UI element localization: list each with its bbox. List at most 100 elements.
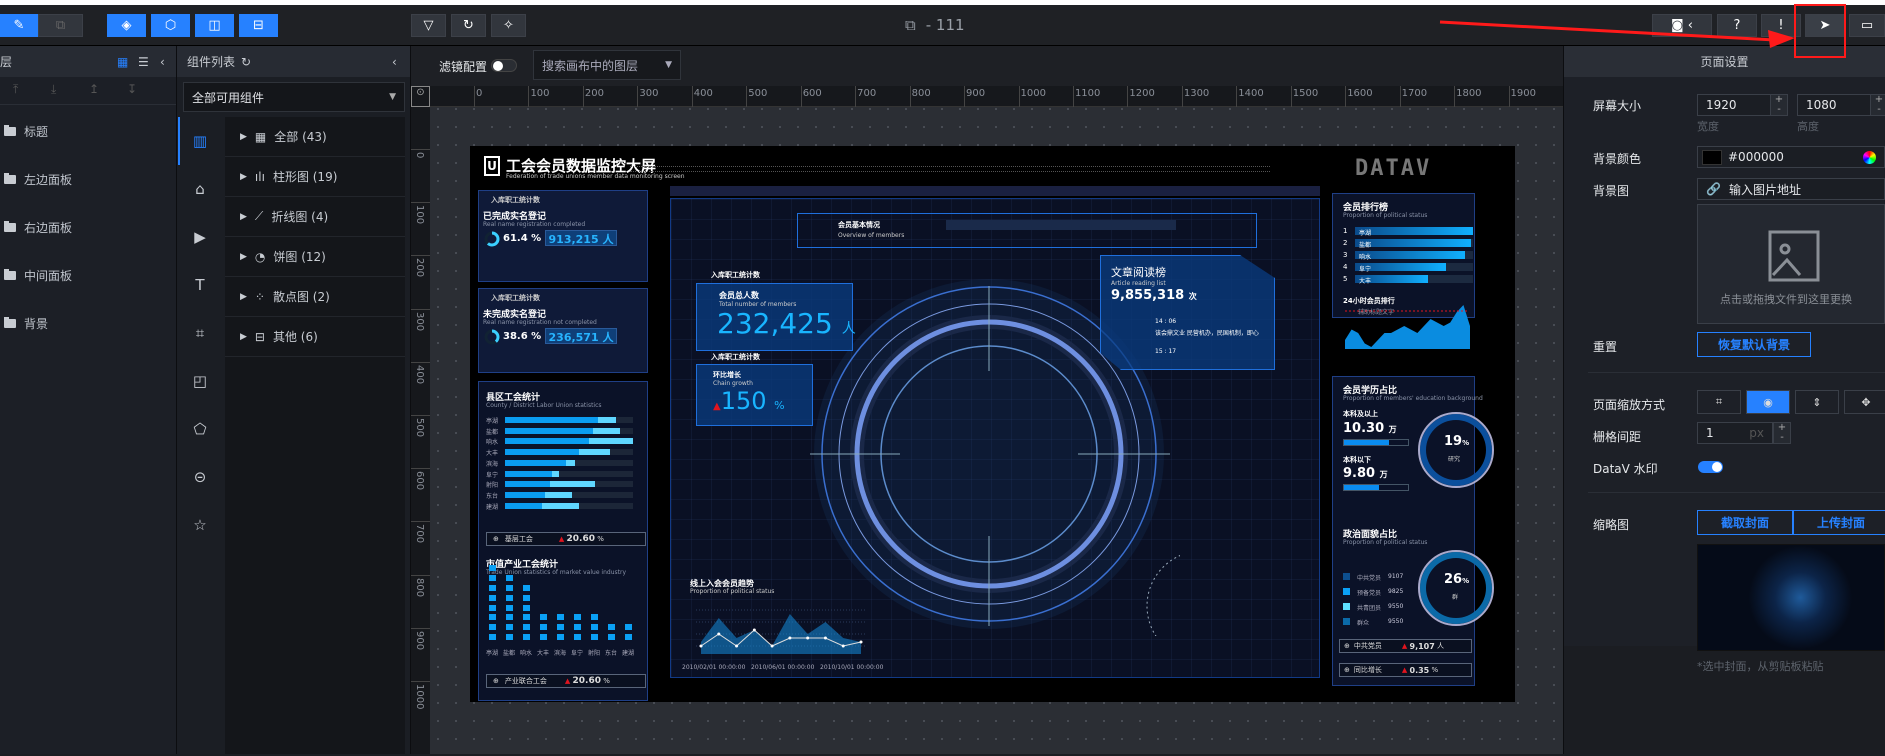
width-icon[interactable]: ◉	[1746, 390, 1790, 414]
element: 9,855,318 次	[1111, 288, 1197, 303]
preview-icon[interactable]: ▭	[1849, 14, 1885, 37]
element: 基层工会	[504, 535, 533, 543]
layer-item[interactable]: 左边面板	[4, 168, 72, 190]
component-filter-select[interactable]: 全部可用组件 ▼	[183, 82, 405, 112]
market-bar-block	[489, 594, 496, 601]
thumbnail-view-icon[interactable]: ▦	[117, 54, 129, 69]
layer-item[interactable]: 中间面板	[4, 264, 72, 286]
reset-background-button[interactable]: 恢复默认背景	[1697, 332, 1811, 357]
county-bar-secondary	[505, 502, 580, 509]
county-bar-primary	[505, 481, 550, 488]
alert-icon[interactable]: !	[1761, 14, 1801, 37]
map-icon[interactable]: ⌂	[195, 180, 205, 198]
filter-icon[interactable]: ▽	[411, 14, 446, 37]
cover-thumbnail[interactable]	[1697, 544, 1885, 651]
height-input[interactable]: 1080	[1797, 94, 1871, 116]
edit-icon[interactable]: ✎	[0, 14, 38, 37]
element: 栅格间距	[1593, 430, 1642, 444]
category-item[interactable]: ▶ ılı 柱形图 (19)	[225, 157, 405, 197]
element: 中共党员	[1353, 642, 1382, 650]
publish-icon[interactable]: ➤	[1805, 14, 1845, 37]
bg-image-url-input[interactable]: 🔗 输入图片地址	[1697, 178, 1885, 200]
help-icon[interactable]: ?	[1717, 14, 1757, 37]
bg-color-input[interactable]: #000000	[1697, 146, 1885, 168]
move-top-icon[interactable]: ⤒	[13, 82, 19, 96]
county-bar-primary	[505, 427, 594, 434]
capture-cover-button[interactable]: 截取封面	[1697, 510, 1793, 535]
vertical-ruler[interactable]: 0 100 200 300 400 500 600 700 800 900 1000	[411, 107, 430, 754]
element: 会员学历占比	[1343, 386, 1398, 396]
watermark-toggle[interactable]	[1698, 461, 1723, 473]
refresh-icon[interactable]: ↻	[451, 14, 486, 37]
element: Proportion of members' education backgro…	[1343, 395, 1483, 402]
text-icon[interactable]: T	[195, 276, 205, 294]
grid-stepper[interactable]: + -	[1773, 422, 1791, 444]
full-icon[interactable]: ✥	[1844, 390, 1885, 414]
education-bar-a	[1343, 439, 1409, 446]
element: Chain growth	[713, 380, 753, 387]
layer-item[interactable]: 标题	[4, 120, 48, 142]
total-members-card: 入库职工统计数 会员总人数 Total number of members 23…	[696, 271, 856, 351]
horizontal-ruler[interactable]: 0 100 200 300 400 500 600 700 800 900 1000 1100 1200…	[430, 86, 1563, 107]
refresh-icon[interactable]: ↻	[241, 54, 252, 69]
element: 9,107	[1409, 641, 1435, 651]
category-item[interactable]: ▶ ⊟ 其他 (6)	[225, 317, 405, 357]
move-bottom-icon[interactable]: ⤓	[51, 82, 57, 96]
layer-item[interactable]: 背景	[4, 312, 48, 334]
collapse-icon[interactable]: ‹	[392, 54, 397, 69]
market-bar-block	[489, 604, 496, 611]
dashboard-preview[interactable]: U 工会会员数据监控大屏 Federation of trade unions …	[470, 146, 1515, 702]
media-icon[interactable]: ▶	[194, 228, 206, 246]
category-item[interactable]: ▶ ◔ 饼图 (12)	[225, 237, 405, 277]
ruler-label: 1200	[1129, 88, 1155, 99]
chart-icon[interactable]: ▥	[192, 132, 208, 150]
header-decoration	[630, 166, 1270, 172]
move-up-icon[interactable]: ↥	[89, 82, 100, 96]
category-item[interactable]: ▶ ⁘ 散点图 (2)	[225, 277, 405, 317]
bg-image-upload[interactable]: 点击或拖拽文件到这里更换	[1697, 204, 1885, 324]
series-b-point	[735, 644, 739, 648]
cube-icon[interactable]: ⬡	[151, 14, 190, 37]
datav-logo: DATAV	[1355, 156, 1432, 181]
snapshot-icon[interactable]: ◙ ‹	[1652, 14, 1712, 37]
network-icon[interactable]: ⌗	[195, 324, 205, 342]
element: px	[1749, 426, 1764, 440]
pin-icon[interactable]: ✧	[491, 14, 526, 37]
layer-search-select[interactable]: 搜索画布中的图层 ▼	[533, 50, 681, 80]
grid-spacing-input[interactable]: 1 px	[1697, 422, 1773, 444]
list-view-icon[interactable]: ☰	[138, 54, 149, 69]
series-b-point	[859, 640, 863, 644]
move-down-icon[interactable]: ↧	[127, 82, 138, 96]
ruler-toggle-icon[interactable]: ⊙	[411, 86, 430, 107]
favorite-icon[interactable]: ☆	[193, 516, 207, 534]
collapse-icon[interactable]: ‹	[160, 54, 165, 69]
flow-icon[interactable]: ⧉	[38, 14, 83, 37]
filter-toggle[interactable]	[491, 59, 517, 72]
category-item[interactable]: ▶ ⟋ 折线图 (4)	[225, 197, 405, 237]
ruler-tick	[411, 521, 430, 523]
layers-icon[interactable]: ◈	[107, 14, 146, 37]
widget-icon[interactable]: ◰	[192, 372, 208, 390]
registered-card: 入库职工统计数 已完成实名登记 Real name registration c…	[478, 190, 648, 282]
series-a-area	[701, 614, 861, 654]
other-icon: ⊟	[254, 329, 265, 344]
grid-icon: ▦	[254, 129, 267, 144]
fit-icon[interactable]: ⌗	[1697, 390, 1741, 414]
columns-icon[interactable]: ◫	[195, 14, 234, 37]
hourly-area	[1345, 305, 1470, 349]
height-icon[interactable]: ⇕	[1795, 390, 1839, 414]
small-ring	[1146, 555, 1180, 636]
category-item[interactable]: ▶ ▦ 全部 (43)	[225, 117, 405, 157]
height-stepper[interactable]: + -	[1870, 94, 1885, 116]
ruler-label: 1100	[1074, 88, 1101, 99]
upload-cover-button[interactable]: 上传封面	[1793, 510, 1885, 535]
ruler-tick	[855, 86, 857, 107]
layer-item[interactable]: 右边面板	[4, 216, 72, 238]
width-input[interactable]: 1920	[1697, 94, 1771, 116]
more-icon[interactable]: ⊝	[193, 468, 207, 486]
toolbox-icon[interactable]: ⊟	[239, 14, 278, 37]
color-picker-icon[interactable]	[1863, 150, 1876, 164]
width-stepper[interactable]: + -	[1770, 94, 1788, 116]
element: +	[1874, 94, 1884, 105]
interaction-icon[interactable]: ⬠	[193, 420, 207, 438]
